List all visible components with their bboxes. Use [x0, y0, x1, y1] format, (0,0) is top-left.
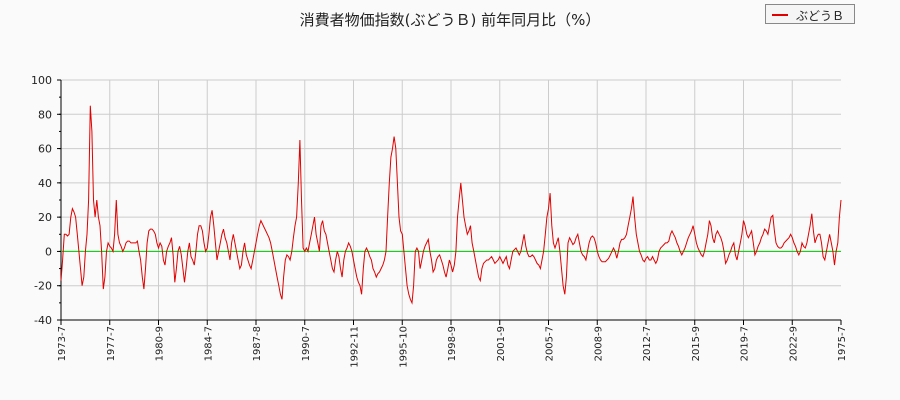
- y-tick-label: 100: [31, 74, 52, 87]
- data-series-line: [60, 105, 842, 305]
- y-tick-label: 80: [38, 108, 52, 121]
- y-tick-label: 20: [38, 211, 52, 224]
- x-tick-label: 1977-7: [106, 326, 117, 361]
- x-tick-label: 1990-7: [301, 326, 312, 361]
- x-axis-labels: 1973-7 1977-7 1980-9 1984-7 1987-8 1990-7 1992…: [57, 326, 848, 368]
- y-tick-label: 60: [38, 143, 52, 156]
- x-tick-label: 2019-7: [740, 326, 751, 361]
- grid-lines: [61, 79, 841, 321]
- x-tick-label: 1984-7: [203, 326, 214, 361]
- y-tick-label: -40: [34, 314, 52, 327]
- y-tick-label: 0: [45, 245, 52, 258]
- chart-title: 消費者物価指数(ぶどうＢ) 前年同月比（%）: [299, 11, 601, 29]
- x-tick-label: 2012-7: [642, 326, 653, 361]
- x-tick-label: 1980-9: [155, 326, 166, 361]
- x-tick-label: 2022-9: [788, 326, 799, 361]
- x-tick-label: 2008-9: [593, 326, 604, 361]
- x-tick-label: 1995-10: [398, 326, 409, 368]
- legend-label: ぶどうＢ: [796, 9, 845, 23]
- x-tick-label: 1973-7: [57, 326, 68, 361]
- x-tick-label: 2015-9: [691, 326, 702, 361]
- x-tick-label: 1998-9: [447, 326, 458, 361]
- y-axis-labels: -40 -20 0 20 40 60 80 100: [31, 74, 52, 327]
- x-tick-label: 1975-7: [837, 326, 848, 361]
- y-tick-label: -20: [34, 280, 52, 293]
- x-tick-label: 2001-9: [496, 326, 507, 361]
- axes: [57, 79, 842, 325]
- x-tick-label: 2005-7: [545, 326, 556, 361]
- x-tick-label: 1987-8: [252, 326, 263, 361]
- legend: ぶどうＢ: [765, 4, 855, 24]
- legend-line-swatch-icon: [772, 14, 788, 16]
- x-tick-label: 1992-11: [350, 326, 361, 368]
- y-tick-label: 40: [38, 177, 52, 190]
